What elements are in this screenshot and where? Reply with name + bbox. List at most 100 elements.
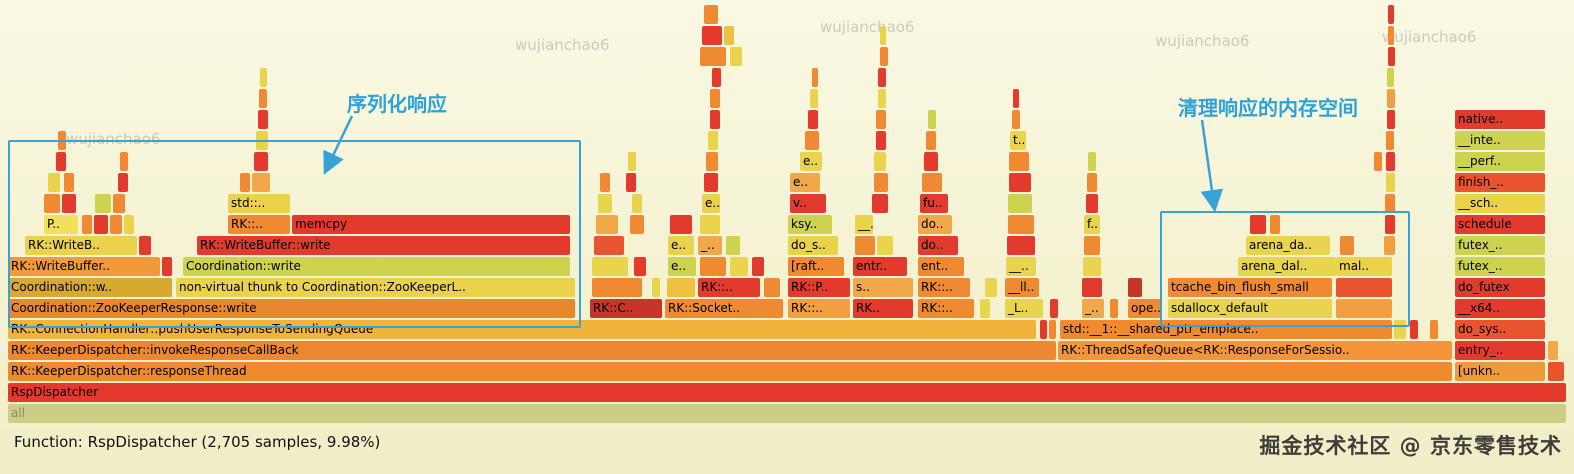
flame-frame[interactable]: [1388, 5, 1394, 24]
flame-frame[interactable]: RK::WriteB..: [25, 236, 137, 255]
flame-frame[interactable]: [258, 110, 268, 129]
flame-frame[interactable]: [880, 47, 888, 66]
flame-frame[interactable]: [876, 131, 886, 150]
flame-frame[interactable]: [82, 215, 92, 234]
flame-frame[interactable]: [670, 215, 692, 234]
flame-frame[interactable]: [1385, 215, 1395, 234]
flame-frame[interactable]: RK::Socket..: [665, 299, 783, 318]
flame-frame[interactable]: [256, 131, 268, 150]
flame-frame[interactable]: [598, 194, 612, 213]
flame-frame[interactable]: [924, 152, 938, 171]
flame-frame[interactable]: [120, 152, 128, 171]
flame-frame[interactable]: [1250, 215, 1266, 234]
flame-frame[interactable]: [634, 257, 646, 276]
flame-frame[interactable]: RK::C..: [590, 299, 662, 318]
flame-frame[interactable]: [240, 173, 250, 192]
flame-frame[interactable]: [94, 215, 108, 234]
flame-frame[interactable]: [1083, 257, 1101, 276]
flame-frame[interactable]: [812, 68, 818, 87]
flame-frame[interactable]: [1008, 194, 1032, 213]
flame-frame[interactable]: [1374, 152, 1382, 171]
flame-frame[interactable]: e..: [790, 173, 820, 192]
flame-frame[interactable]: [980, 299, 990, 318]
flame-frame[interactable]: [708, 131, 718, 150]
flame-frame[interactable]: non-virtual thunk to Coordination::ZooKe…: [176, 278, 575, 297]
flame-frame[interactable]: [632, 194, 642, 213]
flame-frame[interactable]: ope..: [1128, 299, 1162, 318]
flame-frame[interactable]: [1394, 320, 1406, 339]
flame-frame[interactable]: RK::..: [698, 278, 760, 297]
flame-frame[interactable]: Coordination::ZooKeeperResponse::write: [8, 299, 575, 318]
flame-frame[interactable]: [1388, 47, 1395, 66]
flame-frame[interactable]: [874, 173, 888, 192]
flame-frame[interactable]: [1387, 110, 1395, 129]
flame-frame[interactable]: [113, 194, 125, 213]
flame-frame[interactable]: [855, 236, 875, 255]
flame-frame[interactable]: [726, 236, 740, 255]
flame-frame[interactable]: [1007, 236, 1035, 255]
flame-frame[interactable]: [259, 89, 267, 108]
flame-frame[interactable]: RK::KeeperDispatcher::responseThread: [8, 362, 1452, 381]
flame-frame[interactable]: [1009, 152, 1029, 171]
flame-frame[interactable]: std::..: [228, 194, 290, 213]
flame-frame[interactable]: [808, 110, 818, 129]
flame-frame[interactable]: fu..: [920, 194, 948, 213]
flame-frame[interactable]: [1386, 152, 1395, 171]
flame-frame[interactable]: [1386, 131, 1394, 150]
flame-frame[interactable]: arena_da..: [1246, 236, 1330, 255]
flame-frame[interactable]: RK::WriteBuffer::write: [197, 236, 570, 255]
flame-frame[interactable]: do_s..: [788, 236, 838, 255]
flame-frame[interactable]: [710, 110, 720, 129]
flame-frame[interactable]: [872, 194, 888, 213]
flame-frame[interactable]: [252, 173, 270, 192]
flame-frame[interactable]: v..: [790, 194, 826, 213]
flame-frame[interactable]: [592, 278, 642, 297]
flame-frame[interactable]: [1009, 173, 1031, 192]
flame-frame[interactable]: e..: [668, 236, 694, 255]
flame-frame[interactable]: [62, 194, 76, 213]
flame-frame[interactable]: [110, 215, 122, 234]
flame-frame[interactable]: native..: [1455, 110, 1545, 129]
flame-frame[interactable]: [922, 173, 942, 192]
flame-frame[interactable]: [118, 173, 128, 192]
flame-frame[interactable]: P..: [44, 215, 78, 234]
flame-frame[interactable]: [600, 173, 610, 192]
flame-frame[interactable]: [700, 47, 726, 66]
flame-frame[interactable]: [926, 131, 936, 150]
flame-frame[interactable]: [1110, 299, 1118, 318]
flame-frame[interactable]: [56, 152, 66, 171]
flame-frame[interactable]: [985, 278, 997, 297]
flame-frame[interactable]: [95, 194, 111, 213]
flame-frame[interactable]: finish_..: [1455, 173, 1545, 192]
flame-frame[interactable]: __perf..: [1455, 152, 1545, 171]
flame-frame[interactable]: [1388, 26, 1394, 45]
flame-frame[interactable]: [1128, 278, 1142, 297]
flame-frame[interactable]: __x64..: [1455, 299, 1545, 318]
flame-frame[interactable]: [raft..: [788, 257, 844, 276]
flame-frame[interactable]: _..: [1082, 299, 1104, 318]
flame-frame[interactable]: [unkn..: [1455, 362, 1545, 381]
flame-frame[interactable]: t..: [1010, 131, 1026, 150]
flame-frame[interactable]: [1430, 320, 1438, 339]
flame-frame[interactable]: [878, 68, 886, 87]
flame-frame[interactable]: [928, 110, 936, 129]
flame-frame[interactable]: [64, 173, 74, 192]
flame-frame[interactable]: [1386, 173, 1395, 192]
flame-frame[interactable]: [1050, 299, 1058, 318]
flame-frame[interactable]: [700, 257, 726, 276]
flame-frame[interactable]: [877, 236, 893, 255]
flame-frame[interactable]: _..: [698, 236, 722, 255]
flame-frame[interactable]: tcache_bin_flush_small: [1168, 278, 1332, 297]
flame-frame[interactable]: __sch..: [1455, 194, 1545, 213]
flame-frame[interactable]: [1384, 236, 1395, 255]
flame-frame[interactable]: ent..: [918, 257, 964, 276]
flame-frame[interactable]: [1410, 320, 1418, 339]
flame-frame[interactable]: [1548, 362, 1564, 381]
flame-frame[interactable]: std::__1::__shared_ptr_emplace..: [1060, 320, 1392, 339]
flame-frame[interactable]: [1013, 89, 1019, 108]
flame-frame[interactable]: RK::ConnectionHandler::pushUserResponseT…: [8, 320, 1036, 339]
flame-frame[interactable]: [1082, 278, 1102, 297]
flame-frame[interactable]: [260, 68, 267, 87]
flame-frame[interactable]: [1336, 299, 1392, 318]
flame-frame[interactable]: [58, 131, 66, 150]
